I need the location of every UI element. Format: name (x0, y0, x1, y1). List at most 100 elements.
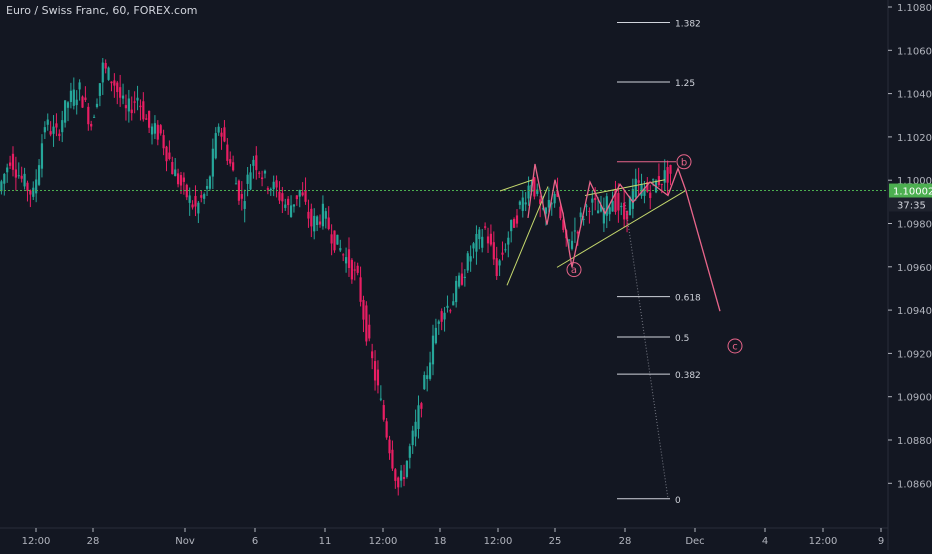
candle-body (455, 280, 458, 303)
candle-body (591, 198, 594, 203)
candle-body (402, 477, 406, 479)
candle-body (148, 110, 151, 128)
candle-body (339, 248, 342, 251)
candle-body (568, 239, 571, 241)
candle-body (457, 275, 461, 287)
candle-body (168, 152, 171, 160)
price-tick-label: 1.08600 (897, 479, 932, 490)
candle-body (527, 185, 530, 199)
candle-body (512, 219, 516, 228)
candle-body (498, 260, 501, 266)
candle-body (594, 197, 597, 200)
candle-body (539, 199, 542, 204)
candle-body (475, 233, 478, 252)
candle-body (130, 109, 133, 114)
candle-body (237, 180, 241, 201)
candle-body (214, 133, 217, 159)
candle-body (449, 310, 452, 312)
candle-body (64, 100, 67, 123)
candle-body (385, 421, 388, 438)
candle-body (301, 192, 304, 196)
current-price-badge (889, 183, 932, 198)
candle-body (78, 82, 81, 90)
candle-body (585, 205, 588, 207)
fib-level-label: 0.618 (675, 294, 701, 304)
time-tick-label: 12:00 (369, 536, 398, 547)
price-tick-label: 1.09200 (897, 349, 932, 360)
candle-body (469, 256, 472, 262)
candle-body (35, 179, 38, 194)
countdown-badge (889, 197, 932, 212)
candle-body (347, 249, 351, 268)
candle-body (625, 210, 629, 220)
candle-body (324, 211, 327, 219)
candle-body (101, 62, 104, 83)
candle-body (318, 221, 322, 225)
candle-body (232, 162, 235, 171)
candle-body (58, 133, 61, 137)
candle-body (26, 182, 29, 192)
candle-body (492, 242, 495, 260)
candle-body (95, 103, 99, 108)
candle-body (205, 186, 209, 189)
time-tick-label: 25 (549, 536, 562, 547)
time-tick-label: 9 (878, 536, 884, 547)
candle-body (472, 243, 475, 249)
candle-body (298, 189, 301, 197)
candle-body (614, 189, 617, 212)
candle-body (8, 162, 12, 166)
candle-body (428, 362, 432, 379)
trend-line (556, 190, 686, 268)
candle-body (550, 203, 553, 205)
candle-body (559, 206, 562, 219)
candle-body (260, 177, 264, 180)
candle-body (217, 126, 220, 133)
candle-body (556, 190, 559, 197)
candle-body (649, 192, 652, 199)
candle-body (104, 63, 107, 69)
fib-level-label: 1.25 (675, 79, 695, 89)
candle-body (541, 208, 545, 210)
candle-body (81, 96, 84, 108)
candle-body (327, 217, 330, 230)
candle-body (92, 116, 96, 118)
candle-body (87, 106, 90, 125)
trend-line (584, 179, 666, 196)
candle-body (295, 195, 298, 200)
candle-body (443, 312, 446, 320)
candle-body (411, 430, 414, 446)
candle-body (533, 177, 536, 197)
candle-body (316, 216, 319, 226)
time-tick-label: 18 (434, 536, 447, 547)
candle-body (336, 234, 339, 245)
candle-body (544, 207, 548, 214)
candle-body (333, 230, 336, 251)
price-tick-label: 1.10200 (897, 133, 932, 144)
candle-body (0, 181, 3, 192)
wave-label-a: a (571, 265, 577, 276)
price-tick-label: 1.09800 (897, 220, 932, 231)
candle-body (602, 207, 605, 224)
candle-body (240, 194, 243, 199)
wave-label-c: c (732, 342, 738, 353)
candle-body (6, 167, 9, 173)
candle-body (275, 180, 278, 188)
candle-body (61, 120, 64, 133)
candle-body (55, 123, 58, 128)
candle-body (281, 193, 284, 202)
candle-body (116, 82, 119, 93)
candle-body (263, 170, 267, 174)
time-tick-label: 11 (319, 536, 332, 547)
current-price-label: 1.10002 (893, 187, 932, 198)
price-tick-label: 1.10000 (897, 176, 932, 187)
candle-body (307, 211, 310, 219)
price-tick-label: 1.08800 (897, 436, 932, 447)
candle-body (165, 146, 168, 162)
candle-body (637, 180, 640, 183)
candle-body (127, 98, 130, 112)
candle-body (32, 187, 35, 197)
candle-body (153, 123, 157, 134)
candle-body (107, 67, 110, 80)
